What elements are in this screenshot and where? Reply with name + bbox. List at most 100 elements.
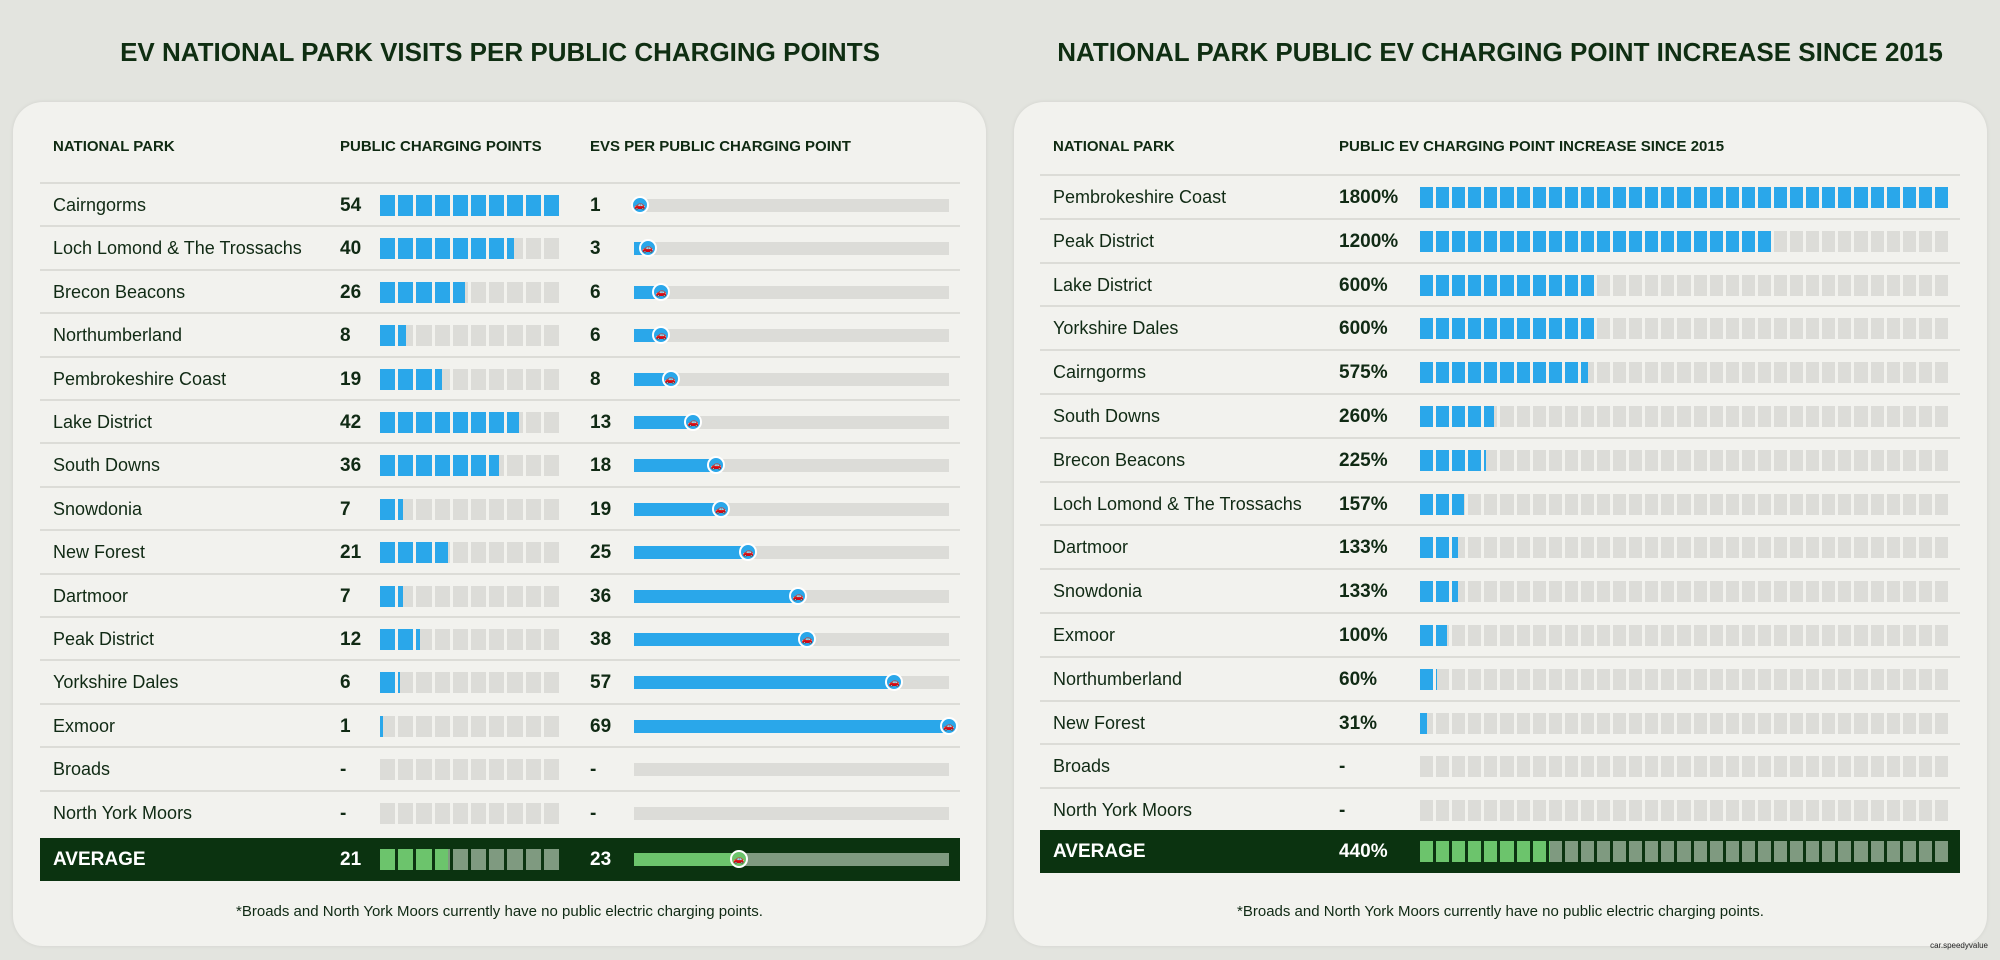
increase-bar-segment: [1564, 537, 1578, 559]
increase-bar-segment: [1918, 537, 1932, 559]
increase-bar-segment-fill: [1757, 187, 1771, 208]
increase-bar-segment-fill: [1484, 274, 1498, 296]
increase-bar-segment: [1597, 187, 1611, 208]
increase-bar-segment: [1693, 274, 1707, 296]
increase-bar-segment: [1580, 756, 1594, 778]
charging-points-bar-segment-fill: [398, 585, 403, 607]
charging-points-bar-segment: [543, 195, 559, 216]
increase-bar-segment: [1516, 449, 1530, 471]
increase-bar-segment-fill: [1918, 187, 1932, 208]
increase-bar-segment: [1790, 318, 1804, 340]
increase-bar-segment: [1580, 187, 1594, 208]
charging-points-bar-segment-fill: [489, 412, 505, 433]
car-icon: 🚗: [684, 413, 703, 431]
charging-points-bar-segment-fill: [489, 455, 500, 477]
increase-bar-segment: [1516, 493, 1530, 515]
increase-bar-segment-fill: [1870, 187, 1884, 208]
increase-value: -: [1339, 800, 1346, 822]
increase-bar-segment: [1741, 668, 1755, 690]
charging-points-bar-segment: [434, 281, 450, 303]
average-increase-bar-segment-fill: [1516, 841, 1530, 862]
average-points-bar-segment: [380, 849, 396, 870]
increase-bar-segment: [1774, 712, 1788, 734]
average-increase-bar-segment: [1693, 841, 1707, 862]
charging-points-bar-segment: [471, 629, 487, 650]
car-icon: 🚗: [940, 716, 958, 735]
increase-bar-segment: [1854, 712, 1868, 734]
park-name: Northumberland: [1053, 668, 1183, 689]
charging-points-bar-segment: [380, 802, 396, 824]
evs-per-point-bar: [634, 546, 749, 560]
increase-bar-segment-fill: [1452, 449, 1466, 471]
charging-points-bar-segment: [434, 498, 450, 520]
charging-points-bar-segment: [525, 455, 541, 477]
increase-bar-segment-fill: [1484, 230, 1498, 252]
charging-points-bar-segment: [416, 802, 432, 824]
increase-bar-segment: [1725, 581, 1739, 603]
increase-bar-segment: [1741, 449, 1755, 471]
increase-bar-segment: [1677, 406, 1691, 427]
increase-bar-segment: [1693, 537, 1707, 559]
increase-bar-segment: [1564, 449, 1578, 471]
row-divider: [1040, 699, 1960, 702]
increase-bar-segment-fill: [1468, 318, 1482, 340]
increase-bar-segment: [1645, 581, 1659, 603]
increase-bar-segment: [1500, 625, 1514, 646]
average-label: AVERAGE: [1053, 841, 1146, 862]
increase-bar-segment: [1532, 712, 1546, 734]
park-name: Loch Lomond & The Trossachs: [53, 238, 302, 259]
evs-per-point-track: [634, 285, 949, 299]
increase-bar-segment: [1661, 318, 1675, 340]
increase-bar-segment: [1500, 493, 1514, 515]
increase-bar-segment: [1468, 756, 1482, 778]
increase-bar-segment: [1484, 712, 1498, 734]
increase-bar-segment: [1693, 625, 1707, 646]
increase-bar-segment: [1725, 800, 1739, 822]
increase-bar-segment: [1677, 756, 1691, 778]
increase-bar-segment: [1918, 712, 1932, 734]
car-icon: 🚗: [798, 630, 817, 648]
charging-points-bar-segment: [543, 672, 559, 694]
park-name: Brecon Beacons: [53, 281, 186, 302]
increase-bar-segment-fill: [1838, 187, 1852, 208]
park-name: Lake District: [53, 412, 153, 432]
increase-bar-segment: [1774, 318, 1788, 340]
charging-points-bar-segment-fill: [398, 238, 414, 260]
increase-bar-segment: [1661, 362, 1675, 384]
increase-bar-segment: [1838, 668, 1852, 690]
increase-bar-segment: [1580, 406, 1594, 427]
evs-per-point-track: [634, 546, 949, 560]
increase-bar-segment: [1709, 230, 1723, 252]
increase-bar-segment: [1790, 493, 1804, 515]
charging-points-bar-segment-fill: [507, 195, 523, 216]
park-name: Northumberland: [53, 325, 183, 346]
increase-bar-segment: [1757, 756, 1771, 778]
increase-bar-segment: [1532, 449, 1546, 471]
charging-points-value: 8: [340, 325, 351, 347]
charging-points-bar-segment: [452, 325, 468, 347]
increase-bar-segment: [1436, 318, 1450, 340]
increase-bar-segment-fill: [1420, 712, 1428, 734]
increase-bar-segment-fill: [1500, 362, 1514, 384]
park-name: Peak District: [53, 629, 155, 649]
increase-bar-segment: [1500, 274, 1514, 296]
park-name: New Forest: [1053, 712, 1146, 733]
increase-bar-segment: [1870, 625, 1884, 646]
charging-points-bar-segment: [489, 238, 505, 260]
average-increase-bar-segment: [1580, 841, 1594, 862]
evs-per-point-bar: [634, 589, 799, 603]
row-divider: [40, 399, 960, 401]
increase-bar-segment: [1918, 756, 1932, 778]
charging-points-bar-segment: [380, 368, 396, 390]
right-header-increase: PUBLIC EV CHARGING POINT INCREASE SINCE …: [1339, 138, 1725, 155]
increase-bar-segment: [1677, 362, 1691, 384]
increase-bar-segment: [1774, 187, 1788, 208]
increase-bar-segment: [1822, 187, 1836, 208]
increase-bar-segment: [1693, 668, 1707, 690]
charging-points-bar-segment: [543, 238, 559, 260]
increase-bar-segment: [1870, 800, 1884, 822]
increase-bar-segment: [1436, 537, 1450, 559]
charging-points-bar-segment-fill: [434, 238, 450, 260]
increase-bar-segment-fill: [1532, 187, 1546, 208]
average-increase-bar-segment: [1629, 841, 1643, 862]
